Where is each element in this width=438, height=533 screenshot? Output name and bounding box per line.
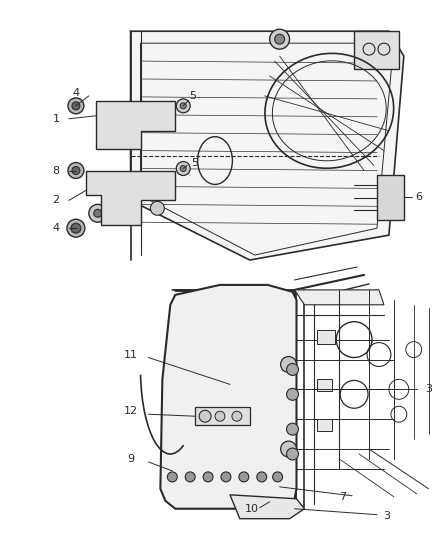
Text: 4: 4	[72, 88, 79, 98]
Circle shape	[232, 411, 242, 421]
Circle shape	[150, 201, 164, 215]
Circle shape	[286, 364, 298, 375]
Circle shape	[153, 112, 167, 126]
Circle shape	[221, 472, 231, 482]
Text: 3: 3	[383, 511, 390, 521]
Text: 6: 6	[415, 192, 422, 203]
Circle shape	[180, 103, 186, 109]
Polygon shape	[86, 171, 175, 225]
Text: 3: 3	[425, 384, 432, 394]
Bar	[318, 330, 335, 344]
Circle shape	[94, 181, 102, 189]
Text: 7: 7	[339, 492, 346, 502]
Circle shape	[286, 423, 298, 435]
Circle shape	[176, 99, 190, 113]
Bar	[318, 419, 332, 431]
Circle shape	[281, 357, 297, 373]
Circle shape	[105, 112, 113, 120]
Text: 11: 11	[124, 350, 138, 360]
Polygon shape	[160, 285, 297, 508]
Circle shape	[286, 389, 298, 400]
Polygon shape	[294, 290, 384, 305]
Circle shape	[385, 193, 395, 203]
Circle shape	[257, 472, 267, 482]
Text: 12: 12	[124, 406, 138, 416]
Text: 8: 8	[53, 166, 60, 175]
Circle shape	[89, 204, 107, 222]
Text: 5: 5	[190, 91, 197, 101]
Circle shape	[67, 219, 85, 237]
Circle shape	[385, 205, 395, 215]
Text: 10: 10	[245, 504, 259, 514]
Circle shape	[71, 223, 81, 233]
Text: 1: 1	[53, 114, 60, 124]
Circle shape	[286, 448, 298, 460]
Circle shape	[215, 411, 225, 421]
Circle shape	[100, 107, 118, 125]
Circle shape	[89, 176, 107, 195]
Circle shape	[273, 472, 283, 482]
Circle shape	[176, 161, 190, 175]
Circle shape	[68, 163, 84, 179]
Circle shape	[185, 472, 195, 482]
Circle shape	[94, 209, 102, 217]
Polygon shape	[131, 31, 404, 260]
Polygon shape	[230, 495, 304, 519]
Circle shape	[275, 34, 285, 44]
Circle shape	[167, 472, 177, 482]
Circle shape	[180, 166, 186, 172]
Bar	[318, 379, 332, 391]
Polygon shape	[96, 101, 175, 149]
Text: 4: 4	[53, 223, 60, 233]
Circle shape	[68, 98, 84, 114]
Circle shape	[281, 441, 297, 457]
Circle shape	[239, 472, 249, 482]
Bar	[195, 407, 250, 425]
Circle shape	[270, 29, 290, 49]
Bar	[354, 31, 399, 69]
Circle shape	[385, 181, 395, 190]
Circle shape	[72, 102, 80, 110]
Text: 5: 5	[192, 158, 199, 167]
Text: 2: 2	[53, 196, 60, 205]
Circle shape	[203, 472, 213, 482]
Circle shape	[199, 410, 211, 422]
Polygon shape	[377, 175, 404, 220]
Circle shape	[72, 166, 80, 174]
Text: 9: 9	[127, 454, 134, 464]
Circle shape	[150, 176, 164, 190]
